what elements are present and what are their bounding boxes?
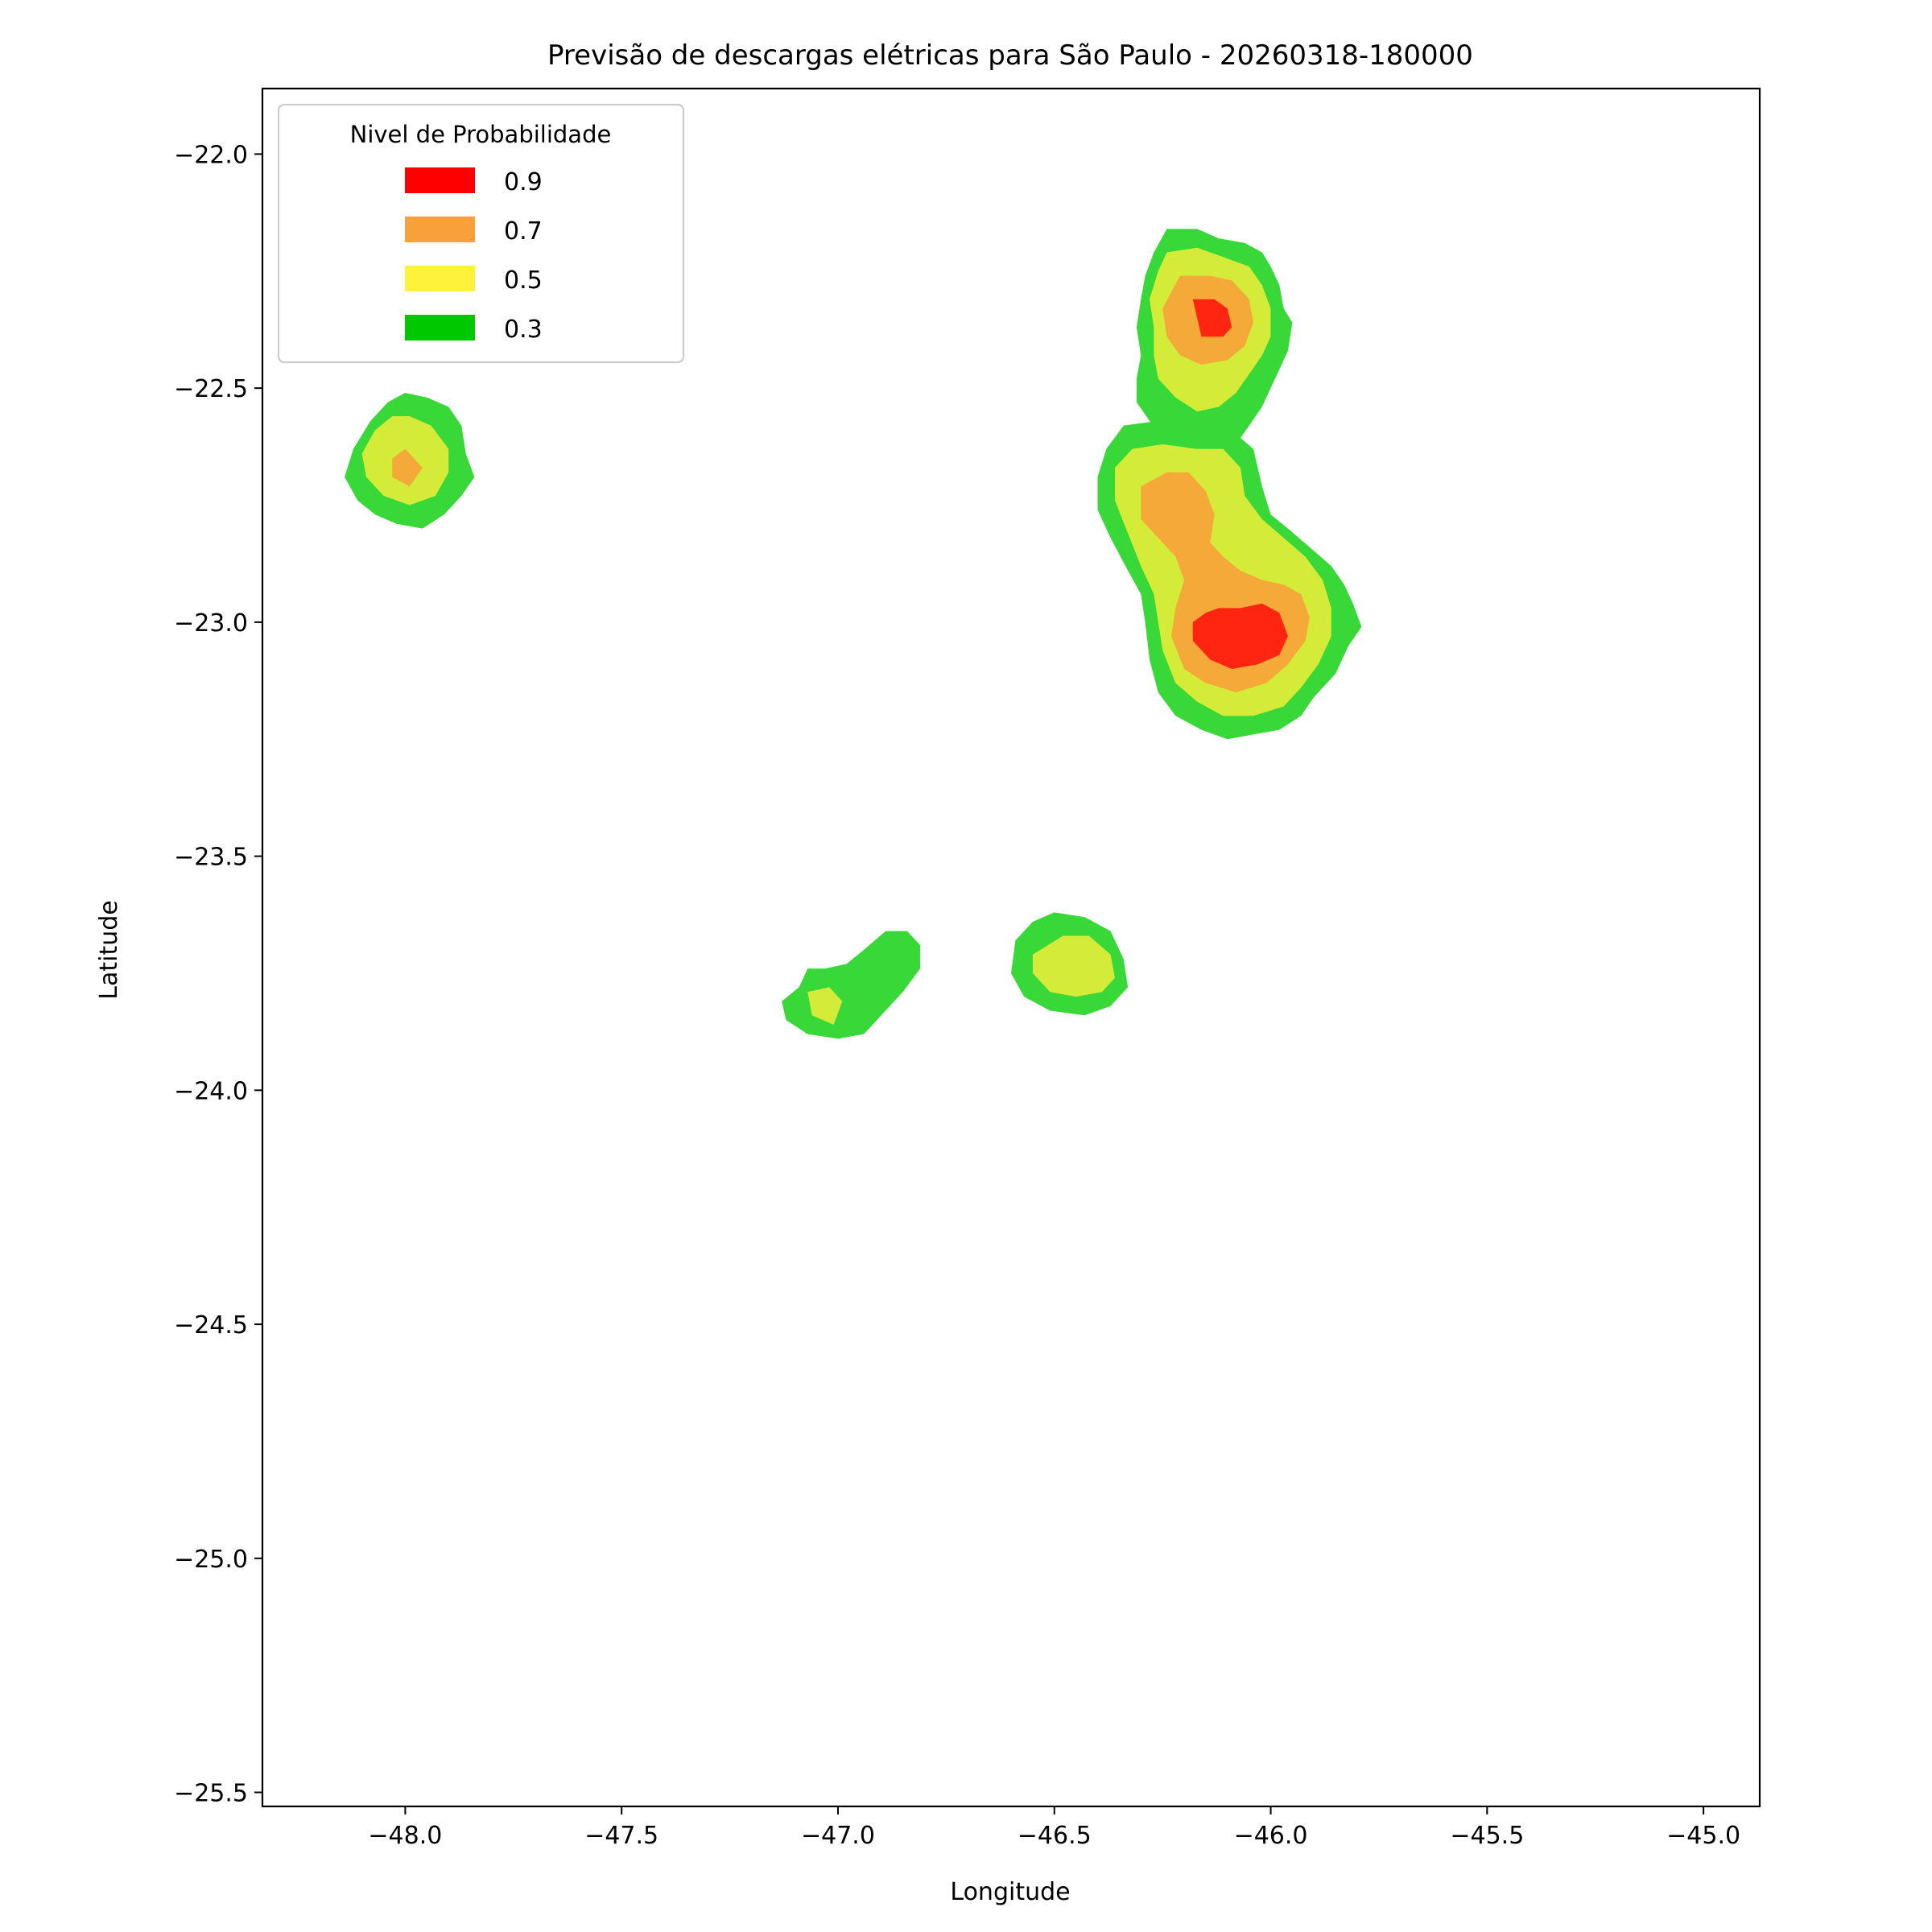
y-tick-label: −22.0	[174, 141, 248, 169]
y-tick-label: −23.0	[174, 609, 248, 638]
x-axis: −48.0 −47.5 −47.0 −46.5 −46.0 −45.5 −45.0	[368, 1806, 1740, 1850]
plot-frame	[261, 87, 1761, 1808]
legend-title: Nivel de Probabilidade	[350, 121, 612, 148]
legend-swatch	[405, 266, 475, 291]
contour-nordeste-sul-level-0-9	[1192, 603, 1288, 669]
legend-label: 0.5	[504, 266, 543, 295]
y-tick-label: −23.5	[174, 844, 248, 872]
legend-swatch	[405, 217, 475, 242]
x-tick-label: −47.5	[584, 1822, 658, 1850]
x-tick-label: −45.0	[1666, 1822, 1740, 1850]
x-tick-label: −46.5	[1018, 1822, 1092, 1850]
y-tick-label: −25.0	[174, 1546, 248, 1574]
y-tick-label: −25.5	[174, 1780, 248, 1808]
legend-entries: 0.9 0.7 0.5 0.3	[405, 167, 543, 344]
chart-title: Previsão de descargas elétricas para São…	[547, 39, 1473, 72]
legend-swatch	[405, 167, 475, 193]
contour-centro-sul-1-level-0-5	[807, 987, 843, 1025]
x-tick-label: −48.0	[368, 1822, 442, 1850]
y-tick-label: −24.0	[174, 1077, 248, 1105]
y-tick-label: −24.5	[174, 1311, 248, 1340]
x-tick-label: −46.0	[1234, 1822, 1308, 1850]
plot-area	[261, 87, 1761, 1808]
contour-centro-sul-2-level-0-5	[1032, 935, 1115, 997]
legend-swatch	[405, 315, 475, 341]
legend-label: 0.9	[504, 168, 543, 196]
contour-nordeste-norte-level-0-9	[1192, 299, 1232, 337]
contour-oeste-level-0-7	[392, 448, 423, 487]
y-axis: −22.0 −22.5 −23.0 −23.5 −24.0 −24.5 −25.0 −25.5	[174, 141, 262, 1808]
legend: Nivel de Probabilidade 0.9 0.7 0.5 0.3	[277, 103, 685, 364]
legend-label: 0.3	[504, 316, 543, 344]
x-tick-label: −47.0	[801, 1822, 875, 1850]
y-axis-label: Latitude	[95, 900, 123, 999]
legend-frame	[277, 103, 685, 364]
x-axis-label: Longitude	[950, 1878, 1070, 1906]
legend-label: 0.7	[504, 217, 543, 246]
x-tick-label: −45.5	[1450, 1822, 1524, 1850]
y-tick-label: −22.5	[174, 375, 248, 403]
contour-fills	[345, 229, 1362, 1039]
